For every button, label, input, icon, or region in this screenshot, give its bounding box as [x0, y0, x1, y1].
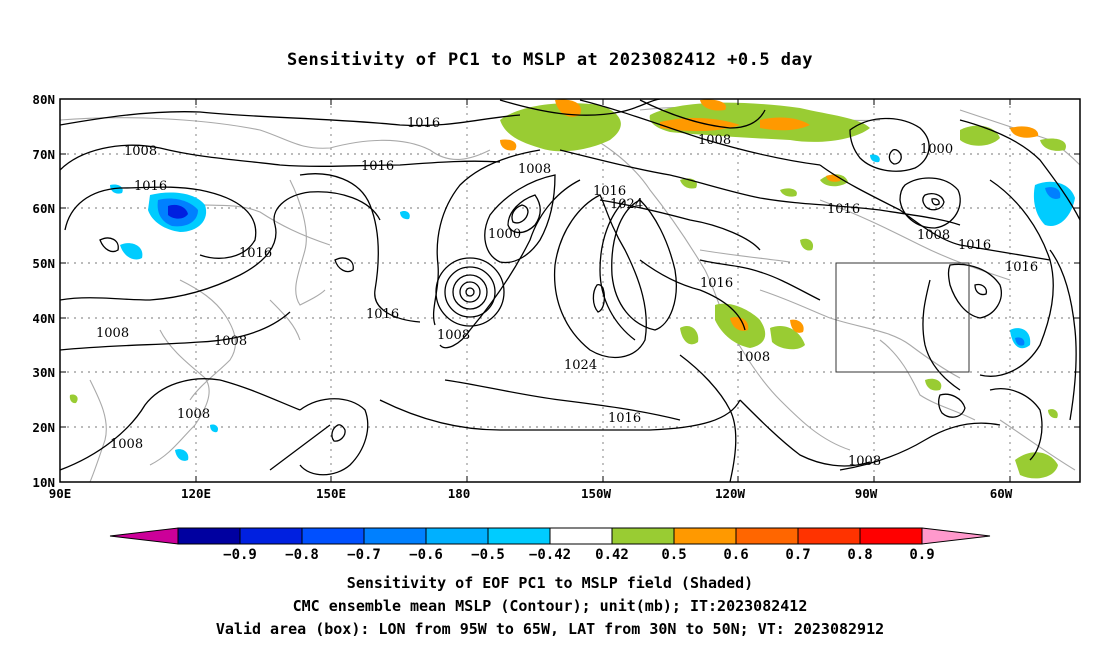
contour-label: 1008 — [518, 162, 551, 177]
contour-label: 1008 — [737, 350, 770, 365]
colorbar-tick-label: −0.5 — [471, 547, 505, 563]
contour-label: 1000 — [920, 142, 953, 157]
colorbar-tick-label: 0.5 — [661, 547, 686, 563]
contour-label: 1016 — [361, 159, 394, 174]
colorbar-segment — [797, 527, 861, 545]
footer-line-2: CMC ensemble mean MSLP (Contour); unit(m… — [292, 597, 808, 615]
contour-label-group: 1016 1008 1016 1016 1008 1016 1024 1000 … — [96, 116, 1038, 469]
lon-label: 180 — [448, 486, 471, 501]
contour-label: 1008 — [124, 144, 157, 159]
colorbar-segment — [363, 527, 427, 545]
lon-label: 120E — [181, 486, 211, 501]
colorbar-arrow-low — [109, 527, 179, 545]
colorbar-tick-label: −0.6 — [409, 547, 443, 563]
contour-label: 1016 — [958, 238, 991, 253]
contour-label: 1016 — [239, 246, 272, 261]
contour-label: 1016 — [134, 179, 167, 194]
lat-label: 10N — [32, 475, 55, 490]
colorbar-segment — [859, 527, 923, 545]
colorbar-tick-label: 0.9 — [909, 547, 934, 563]
chart-title: Sensitivity of PC1 to MSLP at 2023082412… — [286, 50, 813, 70]
contour-label: 1008 — [177, 407, 210, 422]
colorbar-segment — [239, 527, 303, 545]
colorbar-segment — [425, 527, 489, 545]
lon-label: 150W — [581, 486, 612, 501]
lon-label: 150E — [316, 486, 346, 501]
lon-label: 90E — [49, 486, 72, 501]
colorbar-tick-label: −0.42 — [529, 547, 571, 563]
lat-label: 80N — [32, 92, 55, 107]
contour-label: 1008 — [848, 454, 881, 469]
contour-label: 1024 — [564, 358, 597, 373]
contour-label: 1016 — [407, 116, 440, 131]
lat-label: 70N — [32, 147, 55, 162]
colorbar-segment — [487, 527, 551, 545]
colorbar: −0.9 −0.8 −0.7 −0.6 −0.5 −0.42 0.42 0.5 0.6 0.7 0.… — [109, 527, 991, 563]
longitude-labels: 90E 120E 150E 180 150W 120W 90W 60W — [49, 486, 1013, 501]
contour-label: 1008 — [214, 334, 247, 349]
contour-label: 1016 — [700, 276, 733, 291]
axis-ticks — [60, 99, 1080, 482]
lat-label: 40N — [32, 311, 55, 326]
contour-label: 1008 — [96, 326, 129, 341]
latitude-labels: 80N 70N 60N 50N 40N 30N 20N 10N — [32, 92, 55, 490]
colorbar-segment — [611, 527, 675, 545]
colorbar-arrow-high — [921, 527, 991, 545]
contour-label: 1016 — [366, 307, 399, 322]
colorbar-segment — [301, 527, 365, 545]
colorbar-tick-label: 0.7 — [785, 547, 810, 563]
lon-label: 90W — [855, 486, 878, 501]
map-frame — [59, 98, 1081, 483]
colorbar-tick-label: −0.7 — [347, 547, 381, 563]
lon-label: 120W — [715, 486, 746, 501]
lat-label: 30N — [32, 365, 55, 380]
colorbar-segment — [177, 527, 241, 545]
mslp-contours — [60, 99, 1080, 482]
contour-label: 1008 — [110, 437, 143, 452]
valid-area-box — [835, 262, 970, 373]
lat-label: 50N — [32, 256, 55, 271]
footer-line-3: Valid area (box): LON from 95W to 65W, L… — [215, 620, 885, 638]
lat-label: 20N — [32, 420, 55, 435]
contour-label: 1008 — [917, 228, 950, 243]
colorbar-segment — [673, 527, 737, 545]
contour-label: 1008 — [437, 328, 470, 343]
colorbar-segment — [549, 527, 613, 545]
contour-label: 1000 — [488, 227, 521, 242]
colorbar-tick-label: 0.6 — [723, 547, 748, 563]
footer-line-1: Sensitivity of EOF PC1 to MSLP field (Sh… — [346, 574, 754, 592]
contour-label: 1016 — [827, 202, 860, 217]
contour-label: 1016 — [1005, 260, 1038, 275]
contour-label: 1016 — [593, 184, 626, 199]
lat-label: 60N — [32, 201, 55, 216]
lon-label: 60W — [990, 486, 1013, 501]
contour-label: 1024 — [610, 197, 643, 212]
colorbar-tick-label: −0.9 — [223, 547, 257, 563]
graticule — [60, 99, 1080, 482]
colorbar-segment — [735, 527, 799, 545]
colorbar-tick-label: −0.8 — [285, 547, 319, 563]
map-background — [60, 99, 1080, 482]
colorbar-tick-label: 0.42 — [595, 547, 629, 563]
contour-label: 1016 — [608, 411, 641, 426]
colorbar-tick-label: 0.8 — [847, 547, 872, 563]
contour-label: 1008 — [698, 133, 731, 148]
